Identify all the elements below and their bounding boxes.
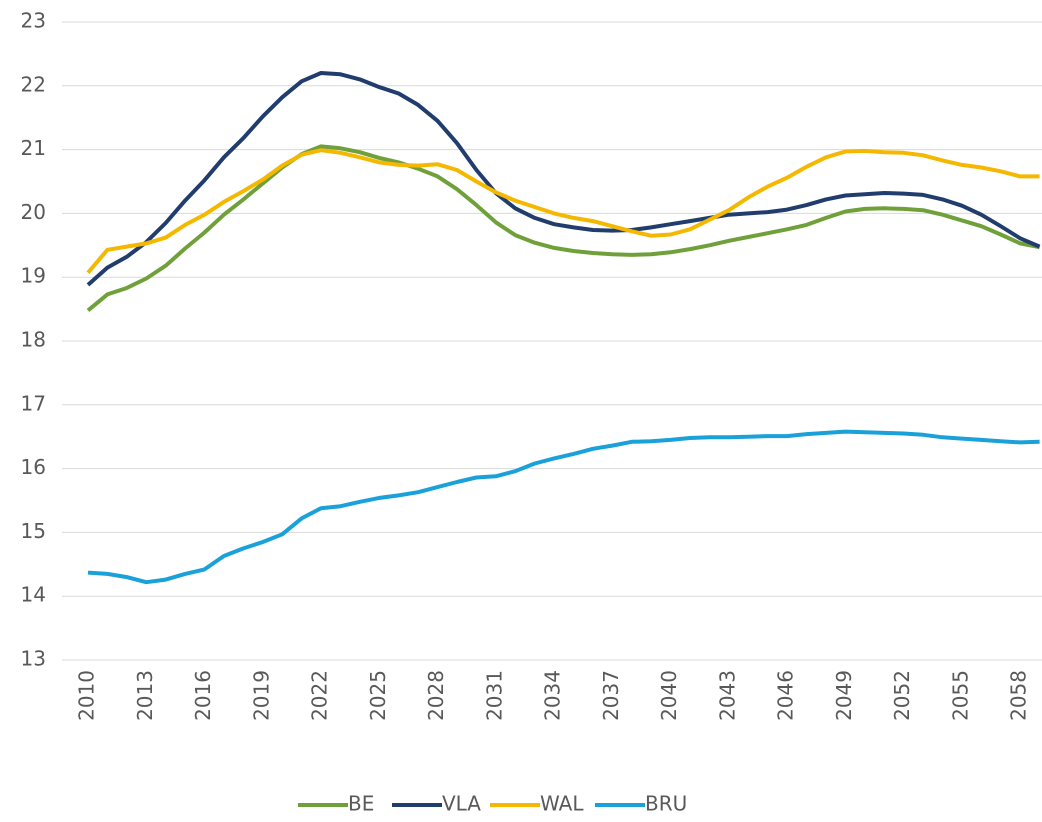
- x-tick-label: 2058: [1007, 670, 1031, 721]
- y-tick-label: 19: [21, 264, 46, 288]
- series-line: [86, 71, 1041, 287]
- legend-item: WAL: [490, 792, 584, 816]
- legend-label: VLA: [442, 792, 481, 816]
- legend-label: BE: [348, 792, 374, 816]
- legend-item: BRU: [595, 792, 687, 816]
- series-line: [87, 429, 1040, 585]
- x-tick-label: 2043: [715, 670, 739, 721]
- y-tick-label: 18: [21, 328, 46, 352]
- legend-item: VLA: [392, 792, 481, 816]
- series-line: [86, 148, 1040, 274]
- legend-label: BRU: [645, 792, 687, 816]
- y-tick-label: 16: [21, 455, 46, 479]
- legend-label: WAL: [540, 792, 584, 816]
- x-tick-label: 2034: [541, 670, 565, 721]
- y-tick-label: 23: [21, 9, 46, 33]
- y-tick-label: 13: [21, 647, 46, 671]
- x-tick-label: 2013: [133, 670, 157, 721]
- x-tick-label: 2055: [948, 670, 972, 721]
- x-tick-label: 2049: [832, 670, 856, 721]
- x-tick-label: 2052: [890, 670, 914, 721]
- y-tick-label: 15: [21, 519, 46, 543]
- x-tick-label: 2016: [191, 670, 215, 721]
- y-tick-label: 20: [21, 200, 46, 224]
- legend-item: BE: [298, 792, 374, 816]
- y-tick-label: 22: [21, 72, 46, 96]
- y-tick-label: 21: [21, 136, 46, 160]
- series-line: [86, 144, 1040, 312]
- x-tick-label: 2037: [599, 670, 623, 721]
- x-tick-label: 2031: [482, 670, 506, 721]
- x-tick-label: 2040: [657, 670, 681, 721]
- x-tick-label: 2046: [774, 670, 798, 721]
- x-tick-label: 2028: [424, 670, 448, 721]
- y-tick-label: 14: [21, 583, 46, 607]
- y-tick-label: 17: [21, 391, 46, 415]
- x-tick-label: 2025: [366, 670, 390, 721]
- x-tick-label: 2010: [75, 670, 99, 721]
- x-tick-label: 2022: [308, 670, 332, 721]
- x-tick-label: 2019: [249, 670, 273, 721]
